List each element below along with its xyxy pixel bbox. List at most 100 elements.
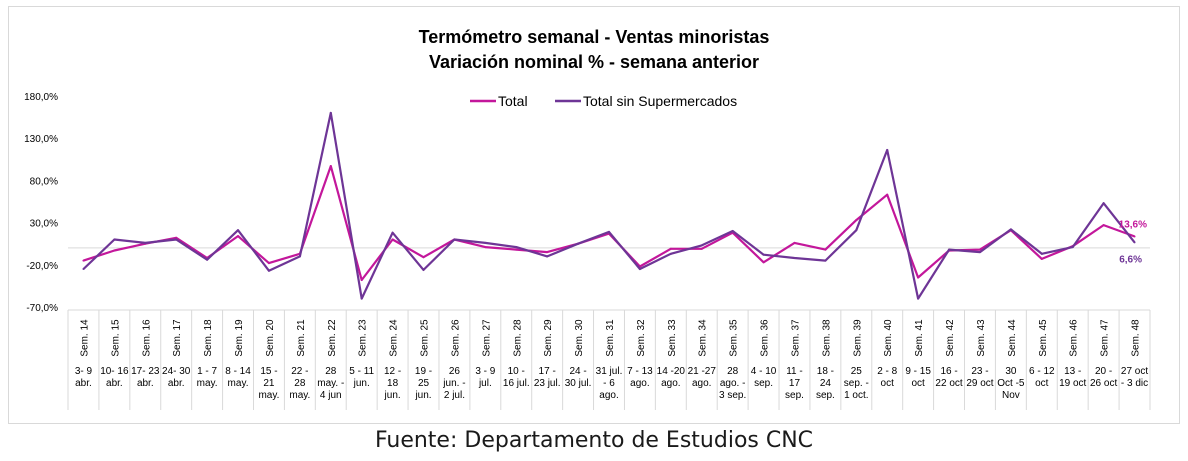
x-week-label: Sem. 19	[234, 319, 245, 357]
y-axis: 180,0% 130,0% 80,0% 30,0% -20,0% -70,0%	[24, 92, 58, 314]
end-label-total: 13,6%	[1119, 219, 1147, 230]
x-date-label: jun.	[414, 390, 431, 401]
data-point	[700, 244, 703, 247]
x-week-label: Sem. 43	[976, 319, 987, 357]
data-point	[360, 278, 363, 281]
x-date-label: 20 -	[1095, 366, 1112, 377]
x-date-label: abr.	[75, 378, 92, 389]
x-date-label: jun.	[384, 390, 401, 401]
x-date-label: 25	[851, 366, 863, 377]
data-point	[329, 111, 332, 114]
x-date-label: ago.	[661, 378, 680, 389]
x-date-label: sep.	[785, 390, 804, 401]
end-label-sin-supermercados: 6,6%	[1119, 254, 1142, 265]
x-week-label: Sem. 37	[790, 319, 801, 357]
data-point	[329, 165, 332, 168]
x-date-label: 22 -	[291, 366, 308, 377]
data-point	[1133, 241, 1136, 244]
series-lines	[82, 111, 1136, 300]
x-date-label: 1 - 7	[197, 366, 217, 377]
y-tick-label: 30,0%	[30, 219, 58, 230]
data-point	[886, 193, 889, 196]
x-date-label: - 3 dic	[1121, 378, 1148, 389]
x-date-label: 30	[1005, 366, 1017, 377]
data-point	[515, 246, 518, 249]
x-date-label: 1 oct.	[844, 390, 868, 401]
x-date-label: 24	[820, 378, 832, 389]
x-date-label: 16 -	[940, 366, 957, 377]
x-week-label: Sem. 47	[1100, 319, 1111, 357]
x-date-label: abr.	[168, 378, 185, 389]
data-point	[855, 219, 858, 222]
data-point	[175, 238, 178, 241]
y-tick-label: -70,0%	[26, 303, 58, 314]
x-date-label: 24- 30	[162, 366, 191, 377]
data-point	[638, 268, 641, 271]
data-point	[978, 251, 981, 254]
x-date-label: 12 -	[384, 366, 401, 377]
x-date-label: 19 -	[415, 366, 432, 377]
x-date-label: oct	[881, 378, 895, 389]
data-point	[1040, 252, 1043, 255]
data-point	[1009, 228, 1012, 231]
data-point	[267, 262, 270, 265]
x-date-label: 16 jul.	[503, 378, 530, 389]
x-week-label: Sem. 25	[420, 319, 431, 357]
x-date-label: 28	[294, 378, 306, 389]
data-point	[762, 253, 765, 256]
x-date-label: 3- 9	[75, 366, 93, 377]
x-week-label: Sem. 45	[1038, 319, 1049, 357]
x-date-label: 23 jul.	[534, 378, 561, 389]
x-date-label: Oct -5	[997, 378, 1025, 389]
x-date-label: ago.	[599, 390, 618, 401]
data-point	[1040, 257, 1043, 260]
data-point	[422, 268, 425, 271]
data-point	[793, 241, 796, 244]
x-date-label: 6 - 12	[1029, 366, 1055, 377]
data-point	[484, 241, 487, 244]
x-date-label: 17- 23	[131, 366, 160, 377]
x-date-label: sep. -	[844, 378, 869, 389]
x-date-label: 25	[418, 378, 430, 389]
data-point	[824, 259, 827, 262]
x-date-label: ago. -	[720, 378, 746, 389]
data-point	[978, 248, 981, 251]
x-week-label: Sem. 20	[265, 319, 276, 357]
x-date-label: abr.	[137, 378, 154, 389]
data-point	[886, 149, 889, 152]
x-date-label: 18	[387, 378, 399, 389]
series-line-sin-supermercados	[82, 111, 1136, 300]
data-point	[391, 231, 394, 234]
x-date-label: sep.	[754, 378, 773, 389]
x-week-label: Sem. 27	[481, 319, 492, 357]
x-week-label: Sem. 48	[1131, 319, 1142, 357]
x-date-label: 9 - 15	[905, 366, 931, 377]
x-date-label: 5 - 11	[349, 366, 374, 377]
x-date-label: may.	[197, 378, 218, 389]
x-date-label: 21	[263, 378, 275, 389]
legend-label: Total sin Supermercados	[583, 93, 737, 109]
x-week-label: Sem. 17	[172, 319, 183, 357]
series-line-total	[83, 165, 1135, 282]
data-point	[855, 229, 858, 232]
data-point	[608, 230, 610, 233]
x-date-label: 4 jun	[320, 390, 342, 401]
x-week-label: Sem. 14	[79, 319, 90, 357]
y-tick-label: -20,0%	[26, 261, 58, 272]
data-point	[206, 258, 209, 261]
x-date-label: 13 -	[1064, 366, 1081, 377]
x-date-label: 15 -	[260, 366, 277, 377]
data-point	[700, 247, 703, 250]
x-week-label: Sem. 39	[852, 319, 863, 357]
x-date-label: 27 oct	[1121, 366, 1148, 377]
x-date-label: 24 -	[569, 366, 586, 377]
x-week-label: Sem. 32	[636, 319, 647, 357]
x-date-label: 14 -20	[657, 366, 686, 377]
x-date-label: 22 oct	[935, 378, 962, 389]
data-point	[144, 241, 147, 244]
x-week-label: Sem. 22	[327, 319, 338, 357]
x-date-label: may.	[228, 378, 249, 389]
x-date-label: 17 -	[539, 366, 556, 377]
x-date-label: 28	[727, 366, 739, 377]
